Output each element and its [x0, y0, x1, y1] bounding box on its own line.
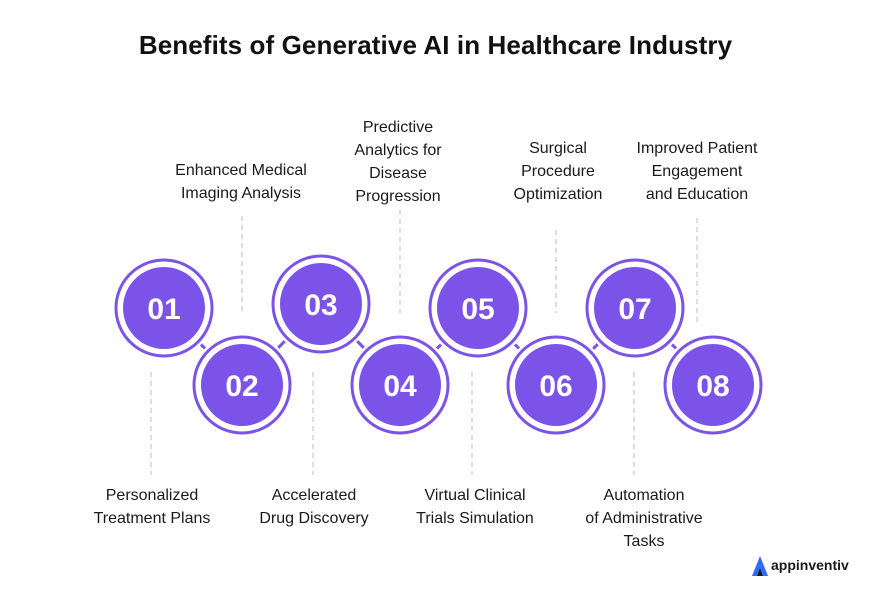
step-circle [672, 344, 754, 426]
label-virtual-clinical-trials: Virtual Clinical Trials Simulation [416, 487, 534, 527]
step-number: 06 [539, 370, 572, 403]
step-circle [515, 344, 597, 426]
step-number: 07 [618, 293, 651, 326]
brand-name: appinventiv [771, 557, 849, 573]
step-03: 03 [269, 252, 373, 356]
step-circle [123, 267, 205, 349]
step-circle [280, 263, 362, 345]
step-04: 04 [348, 333, 452, 437]
label-automation-administrative-tasks: Automation of Administrative Tasks [585, 487, 703, 550]
step-08: 08 [661, 333, 765, 437]
appinventiv-logo-icon [752, 556, 768, 576]
step-number: 03 [304, 289, 337, 322]
step-05: 05 [426, 256, 530, 360]
label-improved-patient-engagement: Improved Patient Engagement and Educatio… [636, 140, 758, 203]
step-01: 01 [112, 256, 216, 360]
step-number: 08 [696, 370, 729, 403]
step-06: 06 [504, 333, 608, 437]
step-circle [201, 344, 283, 426]
step-number: 05 [461, 293, 494, 326]
step-number: 02 [225, 370, 258, 403]
step-07: 07 [583, 256, 687, 360]
label-predictive-analytics: Predictive Analytics for Disease Progres… [354, 119, 442, 205]
page-title: Benefits of Generative AI in Healthcare … [138, 30, 733, 60]
step-number: 01 [147, 293, 180, 326]
step-number: 04 [383, 370, 417, 403]
label-accelerated-drug-discovery: Accelerated Drug Discovery [259, 487, 369, 527]
step-circle [437, 267, 519, 349]
step-circle [359, 344, 441, 426]
label-surgical-procedure-optimization: Surgical Procedure Optimization [513, 140, 603, 203]
label-personalized-treatment-plans: Personalized Treatment Plans [93, 487, 211, 527]
step-circle [594, 267, 676, 349]
label-enhanced-medical-imaging: Enhanced Medical Imaging Analysis [175, 162, 307, 202]
step-02: 02 [190, 333, 294, 437]
brand-logo: appinventiv [751, 555, 861, 579]
